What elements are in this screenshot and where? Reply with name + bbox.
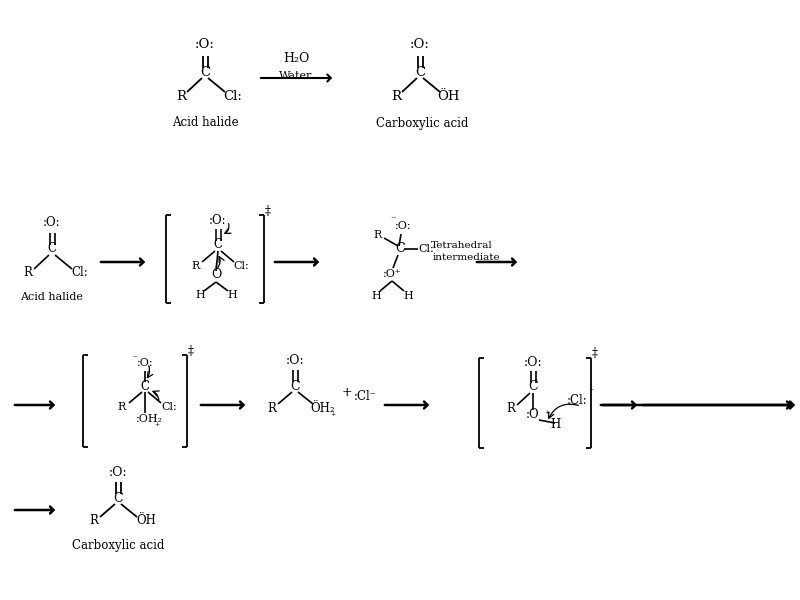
Text: :O⁺: :O⁺ (382, 269, 402, 279)
Text: C: C (141, 379, 150, 392)
Text: C: C (214, 238, 222, 251)
Text: R: R (90, 514, 98, 527)
Text: R: R (267, 401, 277, 415)
Text: Carboxylic acid: Carboxylic acid (376, 116, 468, 130)
Text: ⁺: ⁺ (544, 410, 550, 419)
Text: :O:: :O: (410, 38, 430, 52)
Text: ‡: ‡ (592, 347, 598, 361)
Text: :Cl:: :Cl: (566, 394, 587, 407)
Text: :O:: :O: (209, 214, 227, 227)
Text: +: + (342, 385, 352, 398)
Text: Cl:: Cl: (161, 402, 177, 412)
Text: C: C (290, 379, 300, 392)
Text: H₂O: H₂O (283, 52, 309, 64)
Text: :O:: :O: (43, 215, 61, 229)
Text: ⁻: ⁻ (588, 388, 594, 397)
Text: Tetrahedral: Tetrahedral (431, 241, 493, 251)
Text: :OH₂: :OH₂ (135, 414, 162, 424)
Text: Cl:: Cl: (233, 261, 249, 271)
Text: Acid halide: Acid halide (21, 292, 83, 302)
Text: :O:: :O: (137, 358, 154, 368)
Text: ⁻: ⁻ (132, 355, 138, 364)
Text: H: H (550, 418, 560, 431)
Text: intermediate: intermediate (432, 253, 500, 263)
Text: H: H (195, 290, 205, 300)
Text: :O:: :O: (286, 353, 304, 367)
Text: R: R (391, 89, 401, 103)
Text: R: R (23, 266, 33, 280)
Text: R: R (374, 230, 382, 240)
Text: C: C (47, 242, 57, 256)
Text: :O: :O (526, 409, 540, 421)
Text: C: C (528, 380, 538, 394)
Text: Water: Water (279, 71, 313, 81)
Text: Ö: Ö (211, 269, 221, 281)
Text: ÖH₂: ÖH₂ (310, 401, 335, 415)
Text: H: H (371, 291, 381, 301)
Text: H: H (227, 290, 237, 300)
Text: Cl:: Cl: (418, 244, 434, 254)
Text: :O:: :O: (394, 221, 411, 231)
Text: :O:: :O: (195, 38, 215, 52)
Text: C: C (113, 491, 123, 505)
Text: :O:: :O: (109, 466, 127, 479)
Text: R: R (192, 261, 200, 271)
Text: Acid halide: Acid halide (172, 116, 238, 130)
Text: R: R (506, 403, 515, 415)
Text: C: C (395, 242, 405, 256)
Text: R: R (176, 89, 186, 103)
Text: Cl:: Cl: (72, 266, 88, 280)
Text: H: H (403, 291, 413, 301)
Text: ÖH: ÖH (437, 89, 459, 103)
Text: :Cl⁻: :Cl⁻ (354, 389, 377, 403)
Text: ÖH: ÖH (136, 514, 156, 527)
Text: C: C (415, 65, 425, 79)
Text: R: R (118, 402, 126, 412)
Text: :O:: :O: (524, 355, 542, 368)
Text: C: C (200, 65, 210, 79)
Text: Cl:: Cl: (223, 89, 242, 103)
Text: ‡: ‡ (265, 205, 271, 217)
Text: ‡: ‡ (188, 344, 194, 358)
Text: ⁺: ⁺ (154, 422, 160, 431)
Text: ⁻: ⁻ (390, 215, 396, 224)
Text: Carboxylic acid: Carboxylic acid (72, 539, 164, 551)
Text: ⁺: ⁺ (330, 412, 336, 421)
